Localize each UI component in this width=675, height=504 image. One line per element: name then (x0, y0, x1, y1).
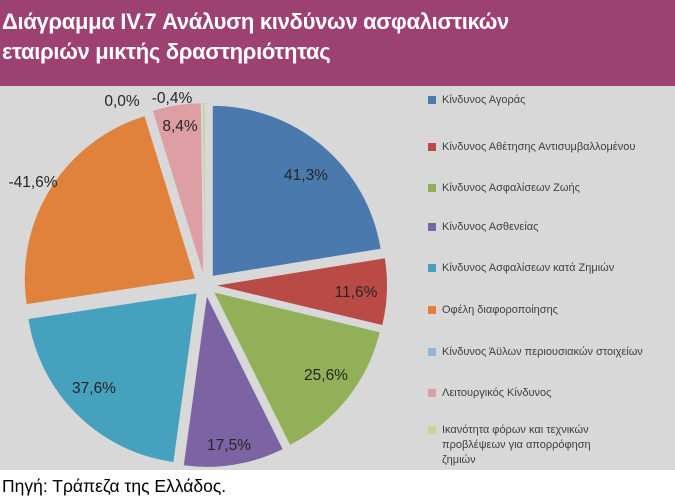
pie-slice-4 (28, 293, 197, 462)
legend-marker-icon (428, 143, 436, 151)
pie-slice-0 (212, 105, 381, 276)
legend-item-label: Λειτουργικός Κίνδυνος (442, 387, 552, 399)
legend-item-label: Κίνδυνος Αγοράς (442, 94, 526, 106)
legend-item-0: Κίνδυνος Αγοράς (428, 93, 525, 108)
pie-slice-label-7: 8,4% (162, 118, 198, 135)
legend-marker-icon (428, 306, 436, 314)
pie-slice-label-4: 37,6% (72, 380, 116, 397)
legend-marker-icon (428, 184, 436, 192)
legend-item-3: Κίνδυνος Ασθενείας (428, 220, 538, 235)
pie-slice-label-3: 17,5% (207, 437, 251, 454)
pie-slice-7 (152, 103, 204, 274)
legend-item-label: Κίνδυνος Άϋλων περιουσιακών στοιχείων (442, 346, 643, 358)
legend-item-4: Κίνδυνος Ασφαλίσεων κατά Ζημιών (428, 261, 614, 276)
legend-marker-icon (428, 96, 436, 104)
legend-item-5: Οφέλη διαφοροποίησης (428, 303, 558, 318)
legend-item-7: Λειτουργικός Κίνδυνος (428, 386, 551, 401)
pie-slice-2 (214, 292, 380, 445)
legend-item-label: Κίνδυνος Ασφαλίσεων κατά Ζημιών (442, 262, 615, 274)
pie-slice-3 (183, 296, 283, 467)
pie-slice-5 (24, 116, 195, 305)
pie-slice-label-0: 41,3% (284, 167, 328, 184)
pie-chart-area: 41,3% 11,6% 25,6% 17,5% 37,6% -41,6% 0,0% 8,4% -… (0, 86, 675, 470)
legend-item-6: Κίνδυνος Άϋλων περιουσιακών στοιχείων (428, 345, 643, 360)
legend-item-label: Οφέλη διαφοροποίησης (442, 304, 558, 316)
legend-item-label: Κίνδυνος Αθέτησης Αντισυμβαλλομένου (442, 141, 636, 153)
source-text: Πηγή: Τράπεζα της Ελλάδος. (2, 476, 227, 496)
legend-marker-icon (428, 264, 436, 272)
legend-item-label: Κίνδυνος Ασθενείας (442, 221, 539, 233)
chart-legend: Κίνδυνος Αγοράς Κίνδυνος Αθέτησης Αντισυμ… (428, 86, 675, 470)
legend-item-8: Ικανότητα φόρων και τεχνικών προβλέψεων … (428, 423, 620, 468)
pie-slice-label-8: -0,4% (152, 90, 193, 107)
source-note: Πηγή: Τράπεζα της Ελλάδος. (0, 470, 675, 504)
chart-title-line2: εταιριών μικτής δραστηριότητας (2, 39, 331, 64)
pie-slice-label-5: -41,6% (8, 174, 57, 191)
legend-marker-icon (428, 223, 436, 231)
legend-item-1: Κίνδυνος Αθέτησης Αντισυμβαλλομένου (428, 140, 635, 155)
legend-marker-icon (428, 426, 436, 434)
legend-item-2: Κίνδυνος Ασφαλίσεων Ζωής (428, 181, 580, 196)
chart-title-bar: Διάγραμμα IV.7 Ανάλυση κινδύνων ασφαλιστ… (0, 0, 675, 86)
legend-item-label: Ικανότητα φόρων και τεχνικών προβλέψεων … (442, 424, 591, 466)
pie-slice-label-6: 0,0% (104, 93, 140, 110)
chart-title-line1: Διάγραμμα IV.7 Ανάλυση κινδύνων ασφαλιστ… (2, 9, 509, 34)
legend-marker-icon (428, 348, 436, 356)
legend-item-label: Κίνδυνος Ασφαλίσεων Ζωής (442, 182, 580, 194)
pie-slice-label-2: 25,6% (304, 367, 348, 384)
pie-slice-8 (202, 102, 205, 273)
pie-chart: 41,3% 11,6% 25,6% 17,5% 37,6% -41,6% 0,0% 8,4% -… (8, 90, 387, 467)
pie-slice-label-1: 11,6% (335, 284, 378, 301)
legend-marker-icon (428, 389, 436, 397)
pie-slice-1 (217, 258, 387, 326)
